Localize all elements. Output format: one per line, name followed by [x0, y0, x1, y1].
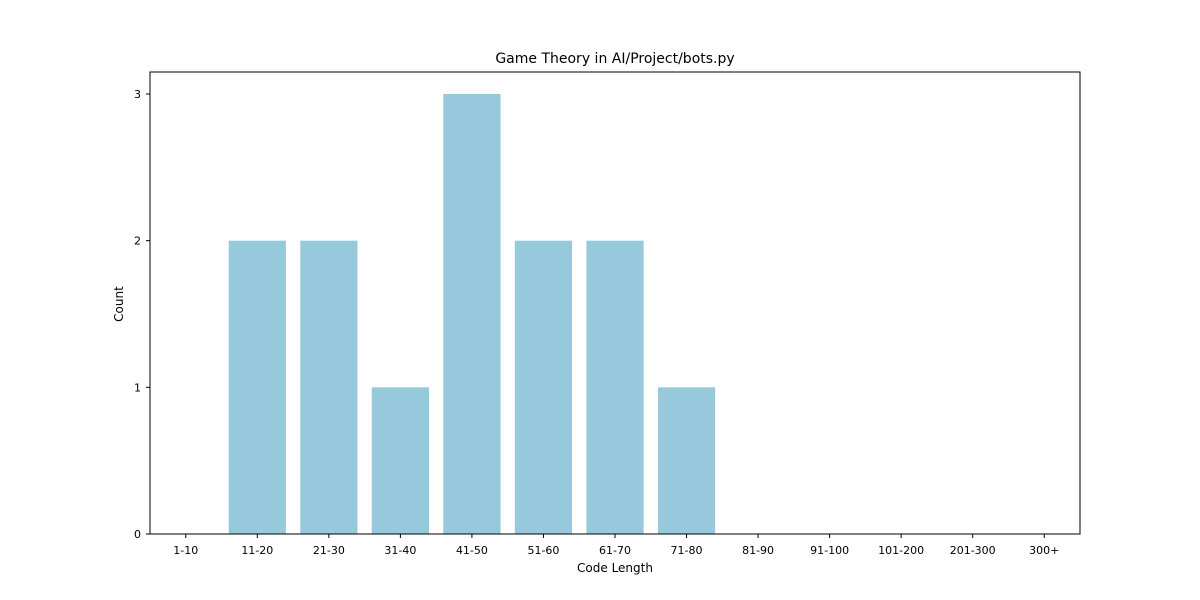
y-tick-label: 1	[134, 381, 141, 394]
x-tick-label: 61-70	[599, 544, 631, 557]
y-tick-label: 3	[134, 88, 141, 101]
x-tick-label: 201-300	[950, 544, 996, 557]
bar-11-20	[228, 240, 286, 534]
x-tick-label: 1-10	[173, 544, 198, 557]
x-tick-label: 71-80	[671, 544, 703, 557]
bar-51-60	[514, 240, 573, 534]
x-axis-ticks: 1-10 11-20 21-30 31-40 41-50 51-60 61-70 71-80 8…	[173, 534, 1059, 557]
x-tick-label: 300+	[1029, 544, 1059, 557]
chart-title: Game Theory in AI/Project/bots.py	[495, 51, 734, 67]
y-tick-label: 0	[134, 528, 141, 541]
y-tick-label: 2	[134, 235, 141, 248]
x-tick-label: 31-40	[384, 544, 416, 557]
bar-41-50	[443, 94, 501, 534]
plot-frame	[149, 71, 1081, 535]
y-axis-label: Count	[112, 286, 126, 322]
bar-61-70	[586, 240, 644, 534]
x-tick-label: 41-50	[456, 544, 488, 557]
bar-71-80	[657, 387, 716, 534]
x-tick-label: 101-200	[878, 544, 924, 557]
bars-layer	[228, 94, 716, 534]
x-tick-label: 21-30	[313, 544, 345, 557]
x-tick-label: 81-90	[742, 544, 774, 557]
bar-21-30	[300, 240, 358, 534]
bar-31-40	[371, 387, 429, 534]
x-tick-label: 51-60	[527, 544, 559, 557]
x-tick-label: 91-100	[810, 544, 849, 557]
y-axis-ticks: 0 1 2 3	[134, 88, 150, 541]
x-axis-label: Code Length	[577, 561, 653, 575]
x-tick-label: 11-20	[241, 544, 273, 557]
